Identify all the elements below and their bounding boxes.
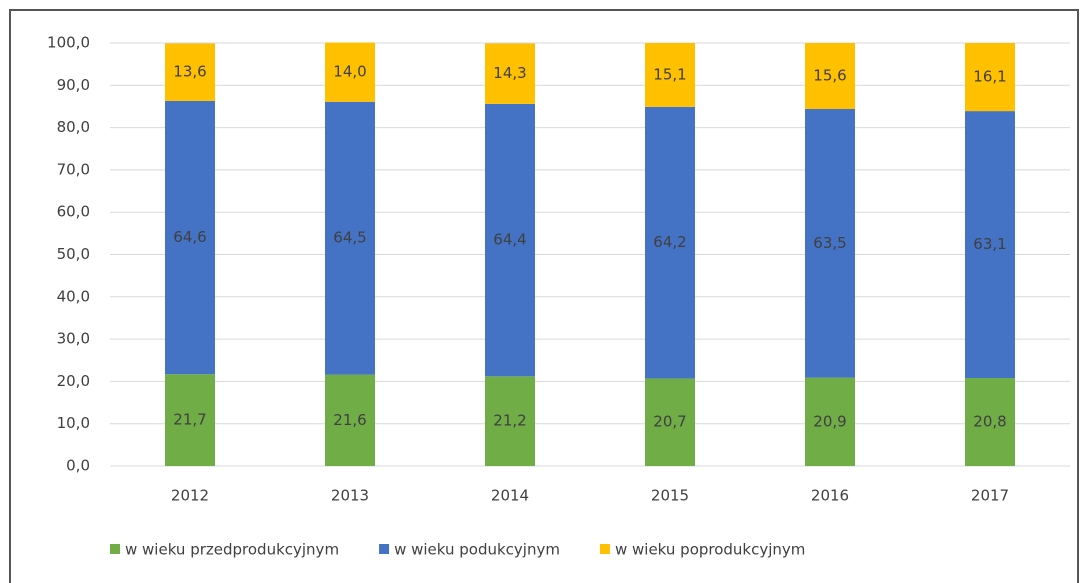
y-tick-label: 40,0 [57, 287, 90, 305]
y-tick-label: 0,0 [66, 457, 90, 475]
data-label: 64,5 [333, 229, 366, 247]
data-label: 14,0 [333, 63, 366, 81]
y-tick-label: 70,0 [57, 160, 90, 178]
bar-segment [805, 108, 855, 378]
data-label: 20,7 [653, 413, 686, 431]
bar-segment [325, 42, 375, 102]
bar-segment [965, 378, 1015, 466]
bar-segment [645, 378, 695, 466]
bar-segment [805, 377, 855, 466]
y-tick-label: 50,0 [57, 245, 90, 263]
legend-swatch [379, 544, 390, 554]
legend-label: w wieku podukcyjnym [394, 541, 560, 559]
y-tick-label: 80,0 [57, 118, 90, 136]
bar-segment [325, 374, 375, 466]
y-tick-label: 60,0 [57, 203, 90, 221]
data-label: 20,9 [813, 412, 846, 430]
x-tick-label: 2015 [651, 487, 689, 505]
bar-segment [165, 374, 215, 466]
x-tick-label: 2014 [491, 487, 529, 505]
y-tick-label: 20,0 [57, 372, 90, 390]
bar-segment [485, 103, 535, 377]
data-label: 21,2 [493, 412, 526, 430]
data-label: 64,6 [173, 228, 206, 246]
bar-segment [965, 43, 1015, 112]
data-label: 64,2 [653, 233, 686, 251]
legend-label: w wieku poprodukcyjnym [615, 541, 805, 559]
bar-segment [165, 43, 215, 101]
x-tick-label: 2017 [971, 487, 1009, 505]
data-label: 21,6 [333, 411, 366, 429]
y-tick-label: 90,0 [57, 76, 90, 94]
x-tick-label: 2016 [811, 487, 849, 505]
bar-segment [645, 43, 695, 107]
bar-segment [485, 43, 535, 104]
data-label: 63,1 [973, 235, 1006, 253]
legend-swatch [110, 544, 120, 554]
bar-segment [165, 100, 215, 375]
data-label: 63,5 [813, 234, 846, 252]
y-tick-label: 100,0 [47, 34, 90, 52]
data-label: 15,1 [653, 65, 686, 83]
legend-label: w wieku przedprodukcyjnym [125, 541, 339, 559]
bar-segment [965, 111, 1015, 379]
x-tick-label: 2013 [331, 487, 369, 505]
data-label: 15,6 [813, 66, 846, 84]
data-label: 64,4 [493, 231, 526, 249]
legend-swatch [599, 544, 610, 554]
bar-segment [645, 106, 695, 379]
x-tick-label: 2012 [171, 487, 209, 505]
data-label: 20,8 [973, 413, 1006, 431]
data-label: 16,1 [973, 68, 1006, 86]
bar-segment [325, 101, 375, 375]
data-label: 14,3 [493, 64, 526, 82]
data-label: 13,6 [173, 63, 206, 81]
data-label: 21,7 [173, 411, 206, 429]
bar-segment [805, 43, 855, 109]
y-tick-label: 10,0 [57, 414, 90, 432]
bar-segment [485, 376, 535, 466]
y-tick-label: 30,0 [57, 330, 90, 348]
